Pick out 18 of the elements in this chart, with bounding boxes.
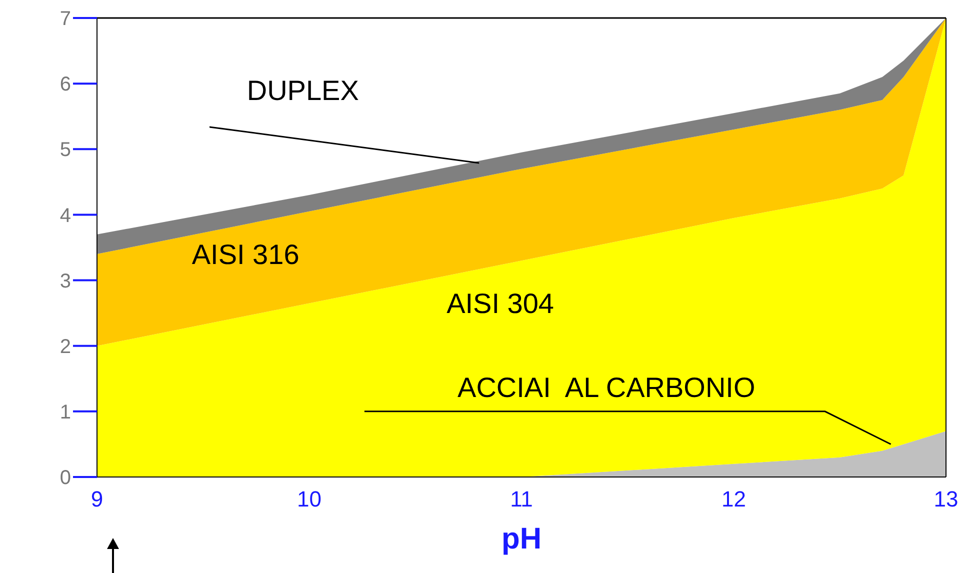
y-tick-label: 2 <box>60 336 71 358</box>
y-tick-label: 1 <box>60 402 71 424</box>
x-tick-label: 9 <box>90 486 104 512</box>
series-label: AISI 304 <box>446 288 554 320</box>
y-tick-label: 6 <box>60 74 71 96</box>
y-tick-label: 3 <box>60 270 71 292</box>
series-label: AISI 316 <box>192 238 300 270</box>
y-tick-label: 5 <box>60 139 71 162</box>
y-tick-label: 0 <box>60 467 71 490</box>
x-tick-label: 11 <box>510 486 533 512</box>
text: ACCIAI AL CARBONIO <box>458 372 756 404</box>
x-tick-label: 12 <box>722 486 746 512</box>
x-tick-label: 10 <box>297 486 322 512</box>
x-axis-title: pH <box>502 522 542 556</box>
y-tick-label: 4 <box>60 204 71 227</box>
y-tick-label: 7 <box>60 8 71 30</box>
text: DUPLEX <box>246 74 360 106</box>
x-tick-label: 13 <box>934 486 958 512</box>
